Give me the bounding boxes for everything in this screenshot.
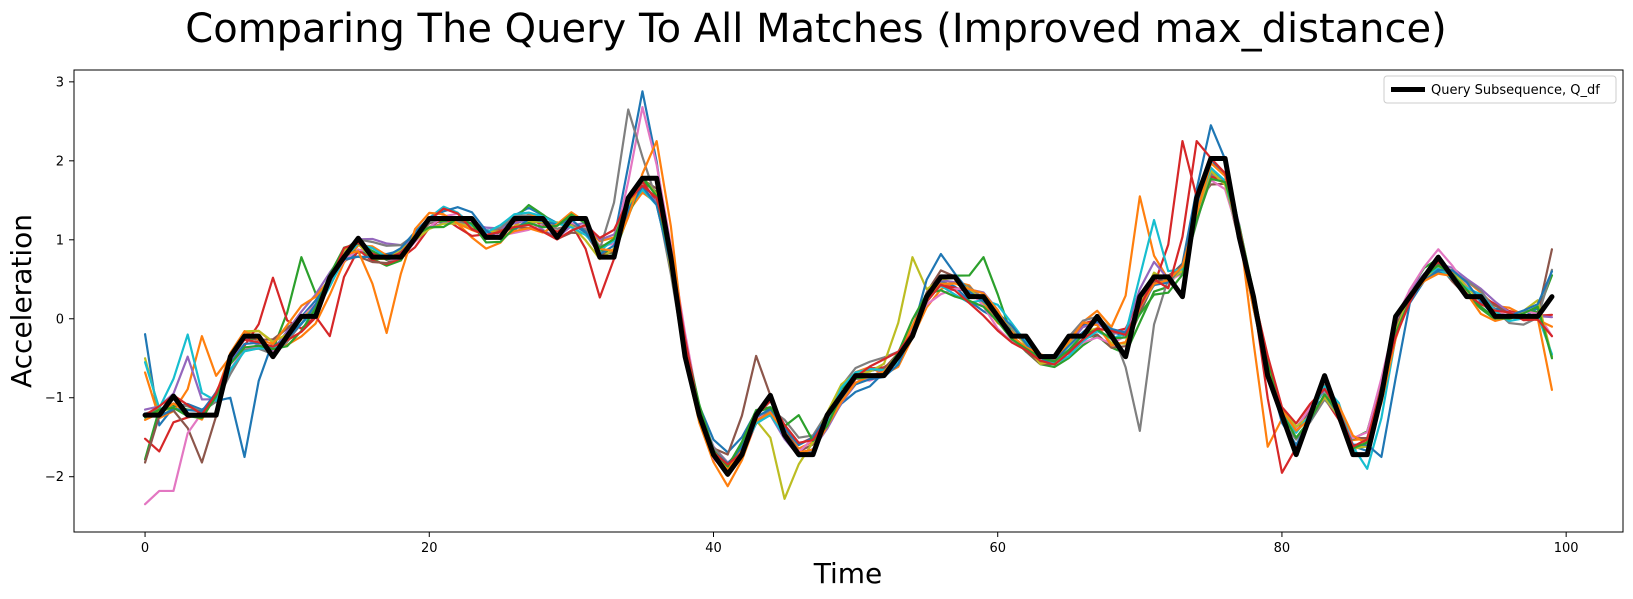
y-tick-label: 1	[56, 233, 64, 248]
match-series-line	[143, 108, 1554, 465]
y-tick-label: 0	[56, 312, 64, 327]
x-tick-label: 0	[141, 541, 149, 556]
x-tick-label: 20	[421, 541, 438, 556]
query-series-line	[142, 155, 1555, 477]
legend-entry-query: Query Subsequence, Q_df	[1431, 83, 1600, 98]
x-tick-label: 100	[1554, 541, 1579, 556]
x-tick-label: 40	[705, 541, 722, 556]
series-layer	[143, 90, 1554, 506]
legend: Query Subsequence, Q_df	[1383, 75, 1617, 104]
y-tick-label: 2	[56, 154, 64, 169]
y-tick-label: −2	[45, 470, 64, 485]
chart-title: Comparing The Query To All Matches (Impr…	[185, 6, 1446, 52]
y-tick-label: −1	[45, 391, 64, 406]
x-tick-label: 80	[1274, 541, 1291, 556]
match-series-line	[143, 106, 1554, 506]
x-axis-label: Time	[813, 557, 883, 590]
match-series-line	[143, 169, 1554, 500]
y-axis-label: Acceleration	[5, 214, 38, 388]
x-tick-label: 60	[989, 541, 1006, 556]
plot-frame	[73, 69, 1624, 533]
x-axis: 0 20 40 60 80 100	[141, 532, 1579, 556]
query-layer	[142, 155, 1555, 477]
legend-box	[1383, 75, 1617, 104]
y-axis: −2 −1 0 1 2 3	[45, 75, 74, 485]
y-tick-label: 3	[56, 75, 64, 90]
match-series-line	[143, 90, 1554, 459]
match-series-line	[143, 170, 1554, 488]
